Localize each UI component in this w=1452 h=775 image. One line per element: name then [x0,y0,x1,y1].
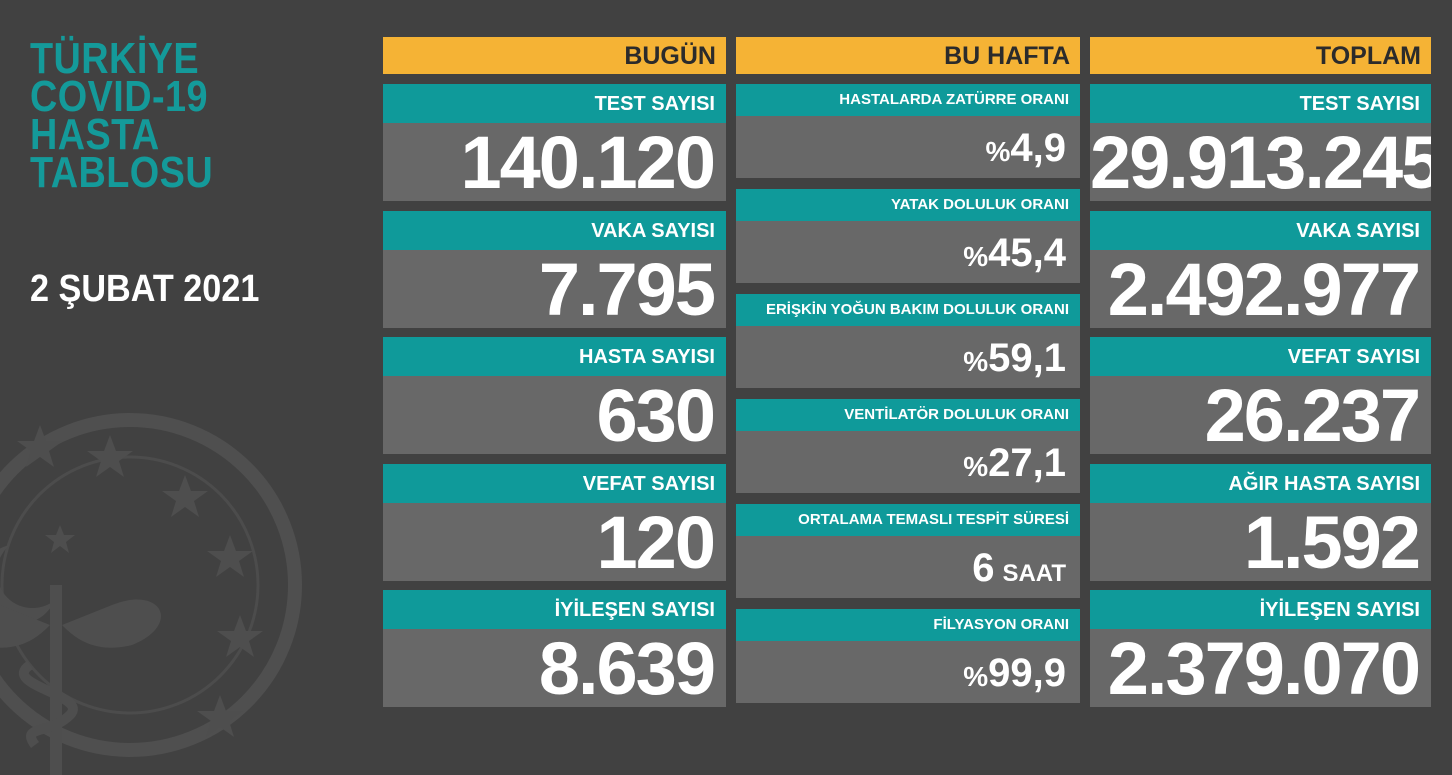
value-number: 6 [972,546,995,590]
stat-label: FİLYASYON ORANI [736,609,1080,641]
stat-label: TEST SAYISI [383,84,726,123]
report-date: 2 ŞUBAT 2021 [30,268,260,310]
stat-label: AĞIR HASTA SAYISI [1090,464,1431,503]
total-death-card: VEFAT SAYISI 26.237 [1090,337,1431,454]
value-number: 27,1 [988,441,1066,485]
today-column: BUGÜN TEST SAYISI 140.120 VAKA SAYISI 7.… [383,37,726,707]
stat-value: %27,1 [736,431,1080,493]
stat-label: VENTİLATÖR DOLULUK ORANI [736,399,1080,431]
value-number: 99,9 [988,651,1066,695]
today-test-card: TEST SAYISI 140.120 [383,84,726,201]
total-case-card: VAKA SAYISI 2.492.977 [1090,211,1431,328]
percent-sign: % [963,241,989,272]
today-recovered-card: İYİLEŞEN SAYISI 8.639 [383,590,726,707]
stat-value: 29.913.245 [1090,123,1431,201]
percent-sign: % [963,346,989,377]
total-column: TOPLAM TEST SAYISI 29.913.245 VAKA SAYIS… [1090,37,1431,707]
value-unit: SAAT [1002,560,1066,587]
stat-value: 1.592 [1090,503,1431,581]
percent-sign: % [963,451,989,482]
stat-value: 2.379.070 [1090,629,1431,707]
stat-value: 26.237 [1090,376,1431,454]
stat-label: VAKA SAYISI [1090,211,1431,250]
stat-value: 120 [383,503,726,581]
week-pneumonia-card: HASTALARDA ZATÜRRE ORANI %4,9 [736,84,1080,178]
today-death-card: VEFAT SAYISI 120 [383,464,726,581]
value-number: 45,4 [988,231,1066,275]
stat-value: %4,9 [736,116,1080,178]
stat-value: 140.120 [383,123,726,201]
total-test-card: TEST SAYISI 29.913.245 [1090,84,1431,201]
stat-value: 8.639 [383,629,726,707]
week-bed-occupancy-card: YATAK DOLULUK ORANI %45,4 [736,189,1080,283]
stat-label: VEFAT SAYISI [383,464,726,503]
stat-value: 2.492.977 [1090,250,1431,328]
stat-label: HASTA SAYISI [383,337,726,376]
title-line: TÜRKİYE [30,34,200,83]
stat-label: ORTALAMA TEMASLI TESPİT SÜRESİ [736,504,1080,536]
total-heading: TOPLAM [1090,37,1431,74]
title-line: TABLOSU [30,148,214,197]
stat-value: %45,4 [736,221,1080,283]
stat-label: ERİŞKİN YOĞUN BAKIM DOLULUK ORANI [736,294,1080,326]
stat-label: İYİLEŞEN SAYISI [383,590,726,629]
week-filiation-card: FİLYASYON ORANI %99,9 [736,609,1080,703]
page-title: TÜRKİYE COVID-19 HASTA TABLOSU [30,34,214,197]
value-number: 59,1 [988,336,1066,380]
stat-value: 630 [383,376,726,454]
week-column: BU HAFTA HASTALARDA ZATÜRRE ORANI %4,9 Y… [736,37,1080,707]
stat-label: VAKA SAYISI [383,211,726,250]
total-critical-card: AĞIR HASTA SAYISI 1.592 [1090,464,1431,581]
week-contact-tracing-card: ORTALAMA TEMASLI TESPİT SÜRESİ 6 SAAT [736,504,1080,598]
stat-label: VEFAT SAYISI [1090,337,1431,376]
value-number: 4,9 [1010,126,1066,170]
total-recovered-card: İYİLEŞEN SAYISI 2.379.070 [1090,590,1431,707]
stat-label: İYİLEŞEN SAYISI [1090,590,1431,629]
today-heading: BUGÜN [383,37,726,74]
title-line: HASTA [30,110,160,159]
stat-value: 6 SAAT [736,536,1080,598]
today-patient-card: HASTA SAYISI 630 [383,337,726,454]
ministry-of-health-emblem-icon [0,413,302,775]
stat-value: 7.795 [383,250,726,328]
stat-label: HASTALARDA ZATÜRRE ORANI [736,84,1080,116]
stat-label: TEST SAYISI [1090,84,1431,123]
stat-value: %99,9 [736,641,1080,703]
percent-sign: % [963,661,989,692]
stat-label: YATAK DOLULUK ORANI [736,189,1080,221]
today-case-card: VAKA SAYISI 7.795 [383,211,726,328]
week-icu-occupancy-card: ERİŞKİN YOĞUN BAKIM DOLULUK ORANI %59,1 [736,294,1080,388]
week-heading: BU HAFTA [736,37,1080,74]
percent-sign: % [985,136,1011,167]
stat-value: %59,1 [736,326,1080,388]
week-ventilator-card: VENTİLATÖR DOLULUK ORANI %27,1 [736,399,1080,493]
title-line: COVID-19 [30,72,208,121]
